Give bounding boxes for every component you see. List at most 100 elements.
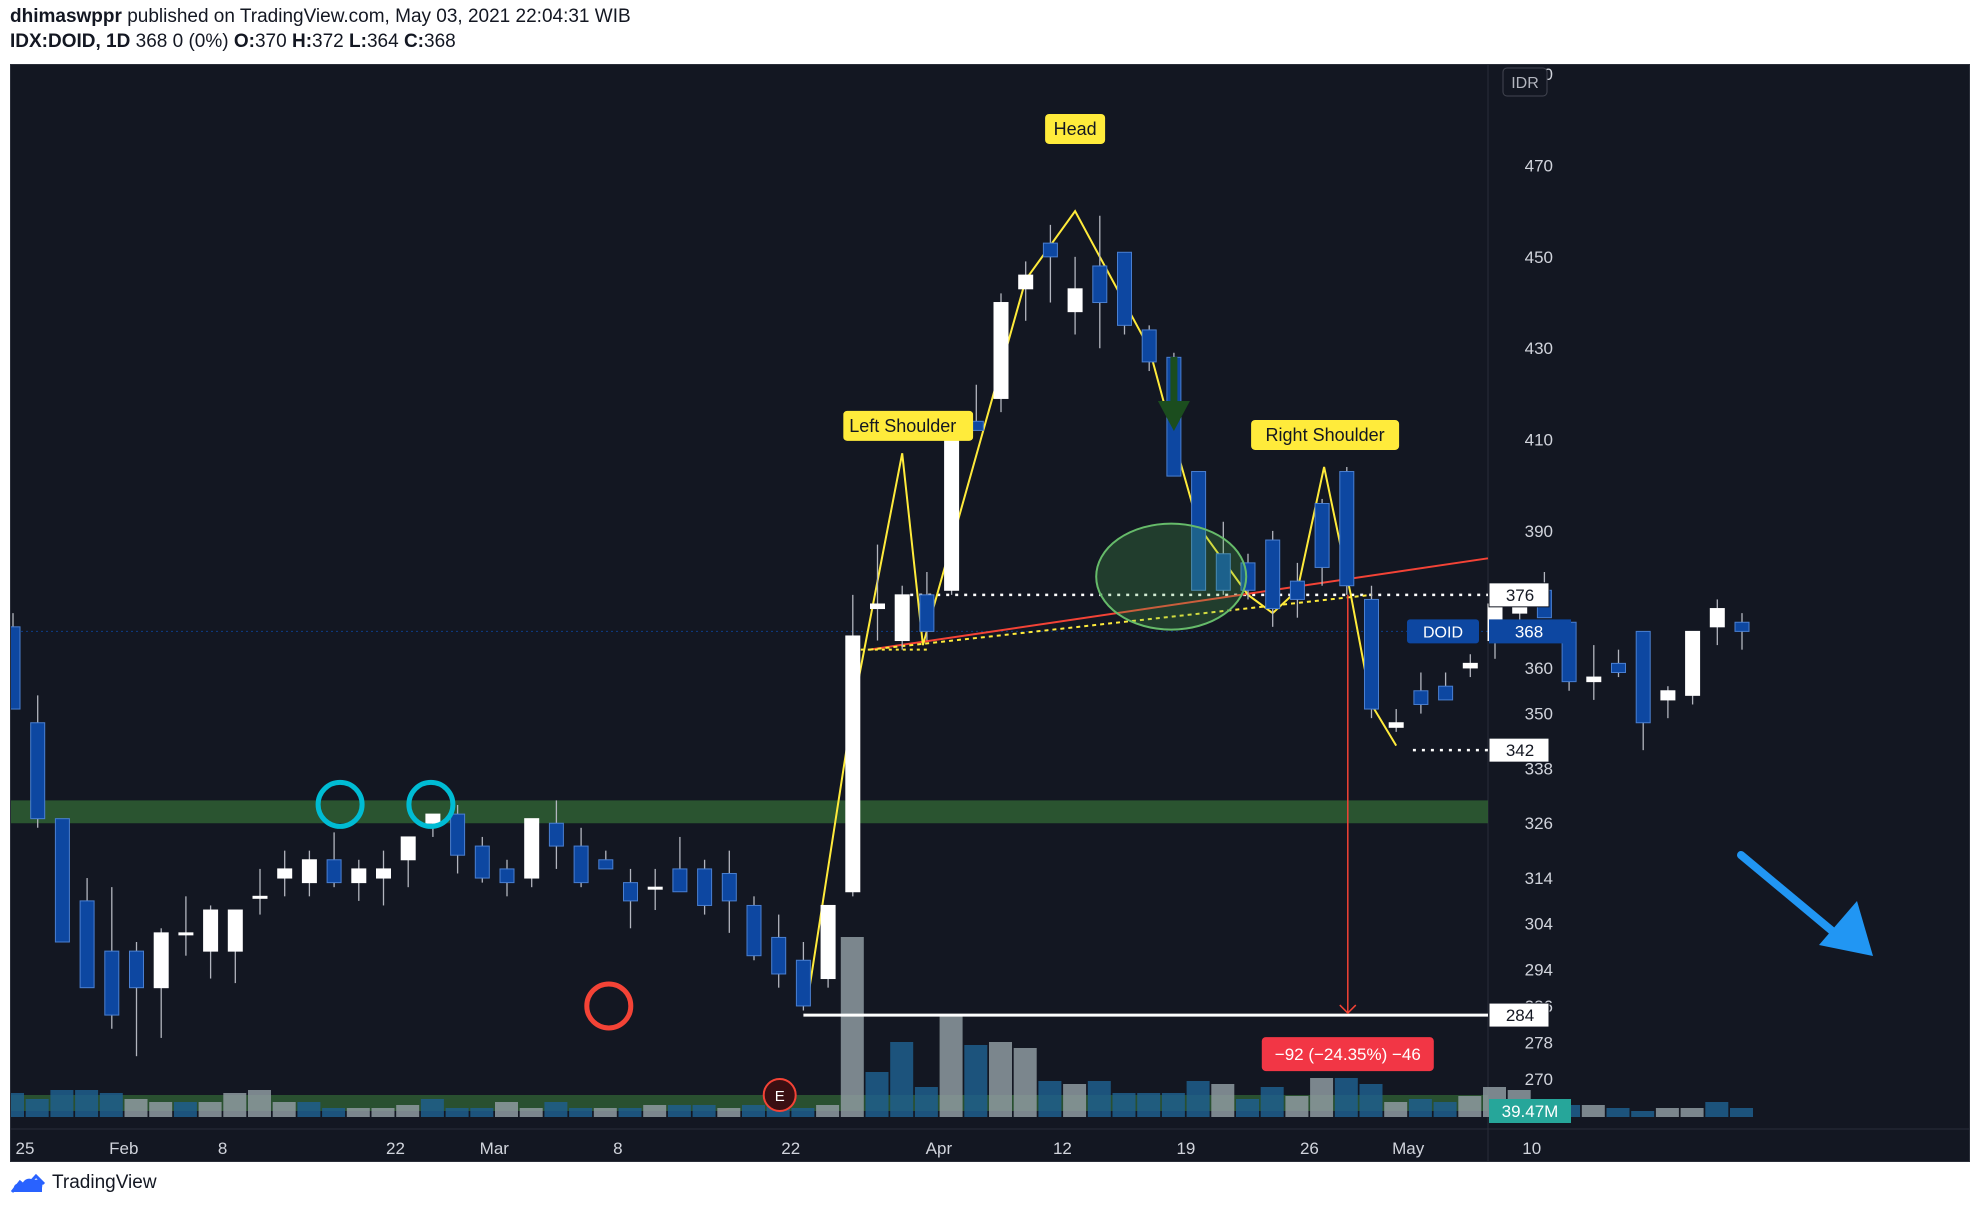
x-tick-label: Apr	[926, 1139, 953, 1158]
volume-bar	[470, 1108, 494, 1117]
candle	[623, 882, 638, 902]
x-tick-label: May	[1392, 1139, 1425, 1158]
y-tick-label: 350	[1525, 705, 1553, 724]
volume-bar	[914, 1087, 938, 1117]
published-text: published on TradingView.com, May 03, 20…	[127, 6, 631, 27]
volume-bar	[495, 1102, 518, 1117]
author-name[interactable]: dhimaswppr	[10, 6, 122, 27]
left-shoulder-label-box	[843, 410, 974, 441]
x-tick-label: 19	[1176, 1139, 1195, 1158]
measure-label: −92 (−24.35%) −46	[1275, 1045, 1421, 1064]
volume-bar	[1161, 1093, 1185, 1117]
volume-bar	[248, 1090, 271, 1117]
current-price-badge	[1489, 619, 1571, 644]
candle	[1018, 274, 1034, 290]
y-tick-label: 430	[1525, 339, 1553, 358]
y-tick-label: 270	[1525, 1070, 1553, 1089]
volume-bar	[1408, 1099, 1432, 1117]
change-value: 368 0 (0%)	[135, 31, 229, 52]
candle	[400, 836, 416, 861]
candle	[1117, 251, 1132, 326]
volume-bar	[445, 1108, 469, 1117]
x-tick-label: 22	[386, 1139, 405, 1158]
volume-bar	[816, 1105, 840, 1117]
volume-bar	[1433, 1102, 1457, 1117]
candle	[1314, 502, 1330, 568]
tradingview-brand[interactable]: TradingView	[52, 1172, 157, 1193]
x-tick-label: Mar	[480, 1139, 510, 1158]
volume-bar	[1359, 1084, 1383, 1117]
earnings-badge	[762, 1078, 797, 1112]
candle	[820, 904, 836, 980]
y-tick-label: 450	[1525, 248, 1553, 267]
volume-bar	[1038, 1081, 1062, 1117]
volume-bar	[420, 1099, 444, 1117]
candle	[178, 932, 194, 936]
candle	[1685, 630, 1701, 696]
price-level-badge	[1488, 582, 1550, 608]
volume-bar	[890, 1042, 914, 1117]
low-label: L:	[349, 31, 367, 52]
candle	[499, 868, 515, 884]
candle	[1364, 598, 1379, 710]
candle	[351, 868, 367, 884]
x-tick-label: 10	[1522, 1139, 1541, 1158]
candle	[524, 818, 540, 879]
candle	[1586, 676, 1602, 683]
candle	[1339, 471, 1355, 587]
y-tick-label: 278	[1525, 1033, 1553, 1052]
candle	[1191, 471, 1207, 591]
candle	[548, 822, 564, 847]
volume-bar	[124, 1099, 148, 1117]
measure-label-box	[1261, 1037, 1434, 1072]
x-tick-label: 22	[781, 1139, 800, 1158]
candle	[1265, 539, 1281, 610]
open-value: 370	[254, 31, 287, 52]
price-axis-panel	[1488, 65, 1969, 1161]
y-tick-label: 390	[1525, 522, 1553, 541]
downtrend-arrow-shaft	[1737, 851, 1853, 949]
volume-bar	[1013, 1048, 1037, 1117]
candle	[1067, 288, 1083, 313]
volume-bar	[1631, 1111, 1655, 1117]
publish-info: dhimaswppr published on TradingView.com,…	[10, 6, 631, 28]
support-zone	[11, 800, 1488, 824]
candle	[277, 868, 293, 879]
low-circle	[584, 981, 634, 1031]
retest-ellipse	[1095, 522, 1248, 631]
chart-panel[interactable]: −92 (−24.35%) −46 E Head Left Shoulder Right…	[10, 64, 1970, 1162]
volume-bar	[1260, 1087, 1284, 1117]
close-label: C:	[403, 31, 424, 52]
candle	[1240, 562, 1256, 591]
volume-bar	[1137, 1093, 1161, 1117]
volume-bar	[198, 1102, 222, 1117]
downtrend-arrow-head	[1819, 901, 1873, 956]
candle	[1438, 685, 1454, 701]
candle	[1042, 242, 1058, 258]
tradingview-logo-icon	[10, 1173, 46, 1193]
head-shoulders-pattern-line	[806, 209, 1398, 1002]
candle	[450, 813, 466, 856]
volume-bar	[297, 1102, 321, 1117]
y-tick-label: 304	[1525, 915, 1553, 934]
volume-bar	[1680, 1108, 1704, 1117]
y-tick-label: 326	[1525, 814, 1553, 833]
candle	[919, 594, 935, 632]
volume-bar	[989, 1042, 1012, 1117]
current-price-label: 368	[1515, 622, 1543, 641]
candlestick-chart[interactable]: −92 (−24.35%) −46 E Head Left Shoulder Right…	[11, 65, 1970, 1162]
candle	[771, 936, 787, 975]
candle	[746, 904, 762, 957]
currency-badge	[1502, 67, 1548, 97]
volume-bar	[1655, 1108, 1679, 1117]
candle	[845, 635, 861, 893]
candle	[672, 868, 688, 893]
candle	[30, 722, 46, 820]
volume-bar	[865, 1072, 889, 1117]
volume-bar	[840, 937, 864, 1117]
high-label: H:	[291, 31, 313, 52]
volume-bar	[1384, 1102, 1408, 1117]
volume-bar	[25, 1099, 49, 1117]
high-value: 372	[312, 31, 344, 52]
left-shoulder-group: Left Shoulder	[843, 410, 974, 441]
